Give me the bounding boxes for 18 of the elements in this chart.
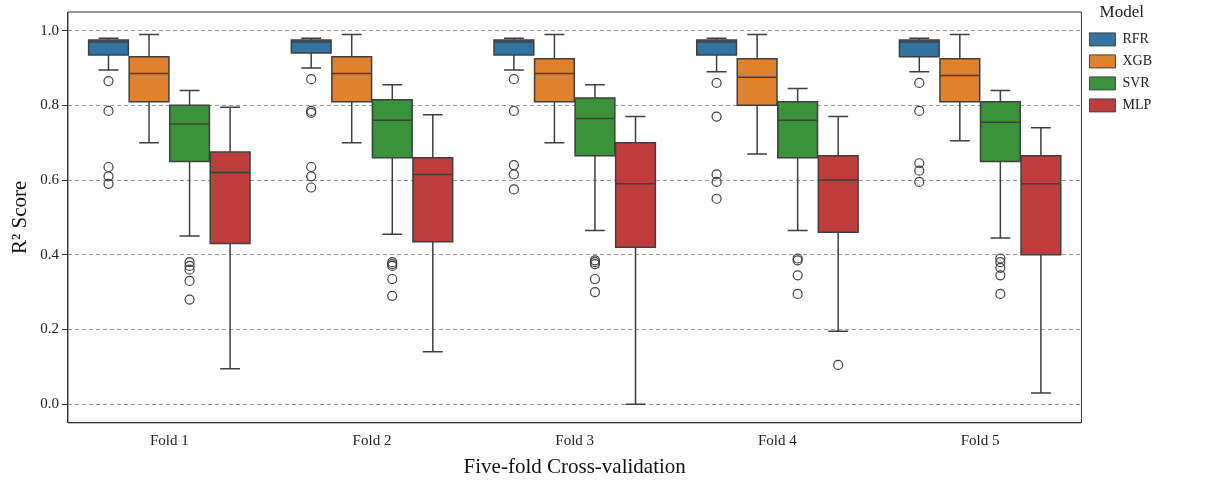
- y-tick-label: 1.0: [40, 21, 59, 38]
- x-tick-label: Fold 5: [960, 431, 1000, 448]
- legend-label: SVR: [1122, 75, 1151, 91]
- y-tick-label: 0.6: [40, 170, 60, 187]
- legend-label: MLP: [1122, 97, 1152, 113]
- legend-label: RFR: [1122, 31, 1150, 47]
- y-axis-title: R² Score: [7, 180, 32, 255]
- y-tick-label: 0.8: [40, 96, 59, 113]
- x-axis-title: Five-fold Cross-validation: [463, 453, 687, 478]
- x-tick-label: Fold 1: [149, 431, 189, 448]
- x-tick-label: Fold 2: [352, 431, 392, 448]
- x-tick-label: Fold 4: [758, 431, 798, 448]
- x-tick-label: Fold 3: [555, 431, 595, 448]
- y-tick-label: 0.0: [40, 395, 59, 412]
- legend-label: XGB: [1122, 53, 1152, 69]
- y-tick-label: 0.4: [40, 245, 60, 262]
- y-tick-label: 0.2: [40, 320, 59, 337]
- legend-title: Model: [1099, 1, 1145, 21]
